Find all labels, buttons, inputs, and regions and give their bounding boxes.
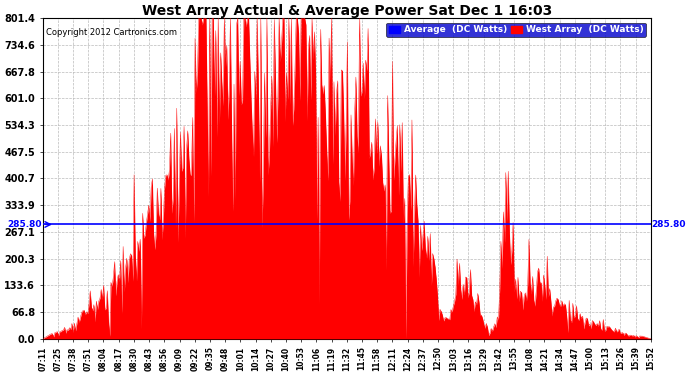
- Legend: Average  (DC Watts), West Array  (DC Watts): Average (DC Watts), West Array (DC Watts…: [386, 22, 647, 37]
- Text: 285.80: 285.80: [8, 220, 42, 229]
- Text: Copyright 2012 Cartronics.com: Copyright 2012 Cartronics.com: [46, 28, 177, 37]
- Title: West Array Actual & Average Power Sat Dec 1 16:03: West Array Actual & Average Power Sat De…: [141, 4, 552, 18]
- Text: 285.80: 285.80: [651, 220, 686, 229]
